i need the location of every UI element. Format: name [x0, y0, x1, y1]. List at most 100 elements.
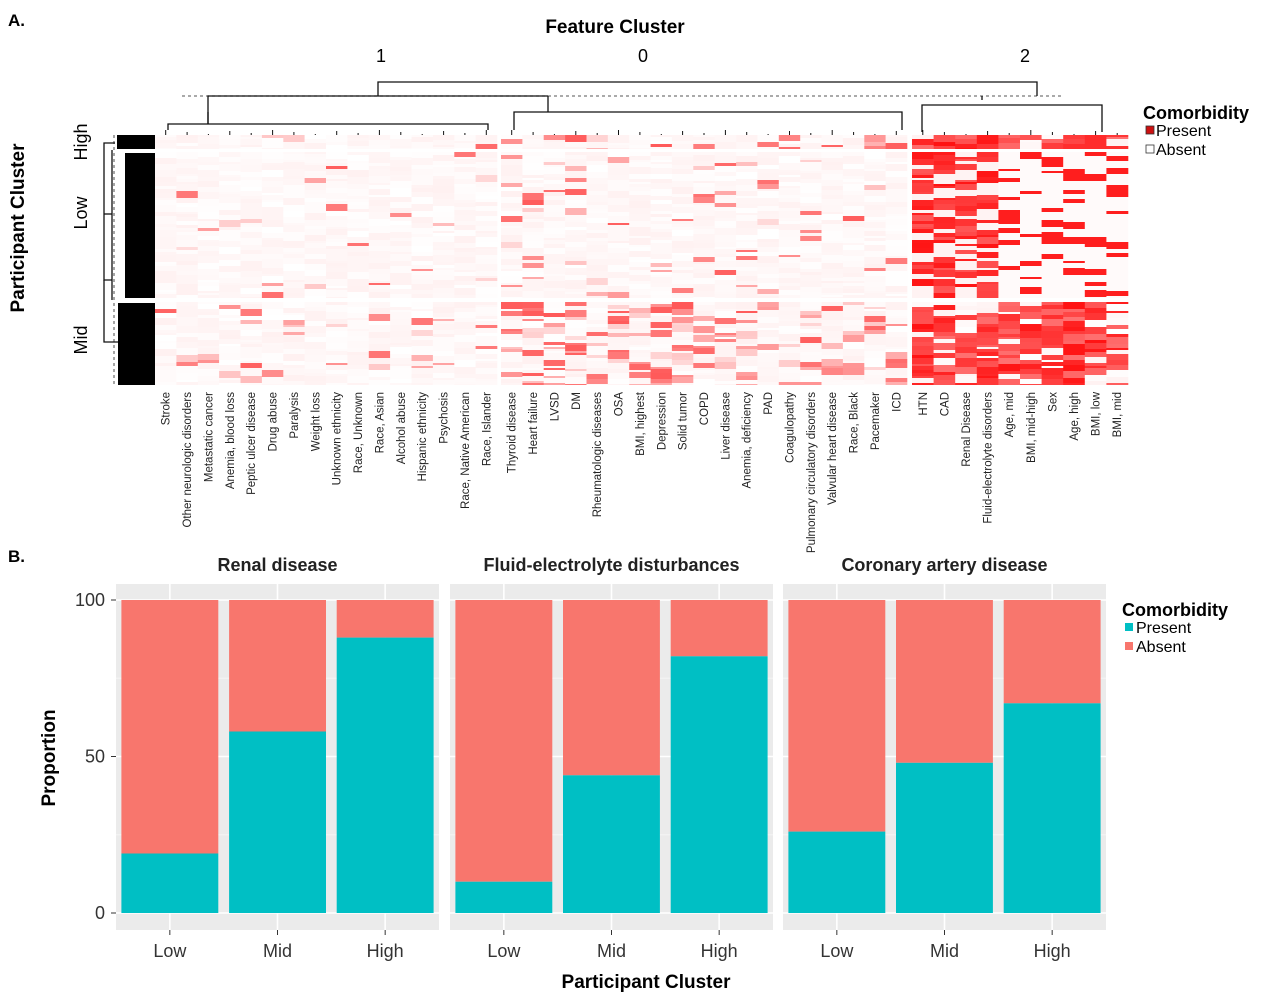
heatmap-cell: [998, 208, 1021, 210]
heatmap-cell: [1084, 320, 1107, 327]
feature-label: Coagulopathy: [785, 392, 797, 463]
heatmap-cell: [176, 191, 199, 198]
heatmap-cell: [1106, 271, 1129, 274]
heatmap-cell: [197, 327, 220, 333]
heatmap-cell: [565, 220, 587, 222]
heatmap-cell: [1106, 337, 1129, 344]
heatmap-cell: [671, 207, 694, 213]
heatmap-cell: [219, 164, 241, 171]
heatmap-cell: [778, 347, 801, 353]
heatmap-cell: [501, 368, 523, 372]
heatmap-cell: [912, 324, 934, 329]
heatmap-cell: [629, 318, 651, 321]
heatmap-cell: [522, 217, 545, 219]
heatmap-cell: [475, 135, 498, 142]
heatmap-cell: [736, 313, 758, 320]
heatmap-cell: [955, 306, 978, 310]
heatmap-cell: [475, 259, 498, 264]
heatmap-cell: [197, 135, 220, 137]
heatmap-column: [933, 135, 956, 385]
heatmap-cell: [693, 170, 715, 172]
heatmap-cell: [778, 152, 801, 156]
heatmap-cell: [411, 244, 434, 246]
feature-label: Anemia, deficiency: [742, 392, 754, 489]
heatmap-cell: [197, 293, 220, 295]
heatmap-cell: [671, 152, 694, 157]
heatmap-cell: [912, 197, 934, 200]
heatmap-cell: [650, 211, 673, 214]
heatmap-cell: [475, 152, 498, 158]
heatmap-cell: [501, 259, 523, 265]
heatmap-cell: [1041, 205, 1064, 208]
heatmap-cell: [714, 135, 737, 142]
heatmap-cell: [1084, 361, 1107, 363]
heatmap-cell: [998, 283, 1021, 290]
heatmap-cell: [736, 311, 758, 313]
heatmap-cell: [390, 160, 412, 167]
bar-absent: [336, 600, 434, 638]
heatmap-cell: [998, 233, 1021, 240]
heatmap-cell: [240, 376, 263, 383]
heatmap-cell: [650, 361, 673, 367]
heatmap-cell: [155, 137, 177, 140]
heatmap-cell: [283, 234, 305, 241]
heatmap-cell: [475, 206, 498, 211]
heatmap-cell: [800, 208, 822, 211]
heatmap-cell: [1041, 197, 1064, 202]
heatmap-cell: [326, 229, 348, 235]
heatmap-cell: [693, 278, 715, 284]
heatmap-cell: [864, 222, 886, 228]
heatmap-cell: [219, 171, 241, 175]
heatmap-cell: [955, 196, 978, 203]
heatmap-cell: [219, 378, 241, 380]
heatmap-cell: [998, 374, 1021, 376]
heatmap-cell: [219, 309, 241, 315]
heatmap-cell: [155, 227, 177, 230]
heatmap-cell: [1084, 184, 1107, 191]
heatmap-cell: [543, 217, 566, 221]
heatmap-cell: [607, 272, 630, 278]
heatmap-cell: [219, 335, 241, 339]
heatmap-cell: [976, 291, 999, 298]
heatmap-cell: [800, 171, 822, 173]
heatmap-cell: [501, 226, 523, 228]
heatmap-cell: [283, 368, 305, 375]
heatmap-cell: [411, 188, 434, 192]
heatmap-cell: [800, 355, 822, 358]
heatmap-cell: [586, 148, 609, 149]
heatmap-cell: [522, 232, 545, 235]
heatmap-cell: [821, 324, 844, 326]
heatmap-cell: [714, 280, 737, 285]
heatmap-cell: [693, 197, 715, 203]
heatmap-cell: [586, 379, 609, 384]
heatmap-cell: [501, 155, 523, 159]
heatmap-cell: [1041, 362, 1064, 366]
heatmap-cell: [998, 302, 1021, 306]
heatmap-cell: [671, 197, 694, 204]
heatmap-cell: [778, 170, 801, 172]
heatmap-cell: [432, 147, 455, 149]
heatmap-cell: [368, 285, 391, 287]
heatmap-cell: [347, 212, 370, 219]
heatmap-cell: [1041, 271, 1064, 277]
heatmap-cell: [1106, 214, 1129, 217]
heatmap-cell: [565, 345, 587, 351]
heatmap-cell: [283, 211, 305, 217]
heatmap-cell: [432, 365, 455, 368]
heatmap-cell: [261, 152, 284, 159]
heatmap-cell: [955, 152, 978, 157]
heatmap-cell: [629, 362, 651, 364]
heatmap-cell: [778, 360, 801, 367]
heatmap-cell: [976, 358, 999, 361]
heatmap-cell: [650, 283, 673, 287]
heatmap-cell: [671, 204, 694, 207]
feature-label: Age, mid: [1004, 392, 1016, 437]
heatmap-cell: [629, 275, 651, 281]
heatmap-cell: [629, 341, 651, 345]
heatmap-cell: [693, 348, 715, 354]
heatmap-cell: [390, 228, 412, 232]
heatmap-cell: [998, 296, 1021, 298]
heatmap-cell: [671, 375, 694, 377]
x-tick-label: Mid: [930, 941, 959, 961]
heatmap-cell: [543, 135, 566, 140]
